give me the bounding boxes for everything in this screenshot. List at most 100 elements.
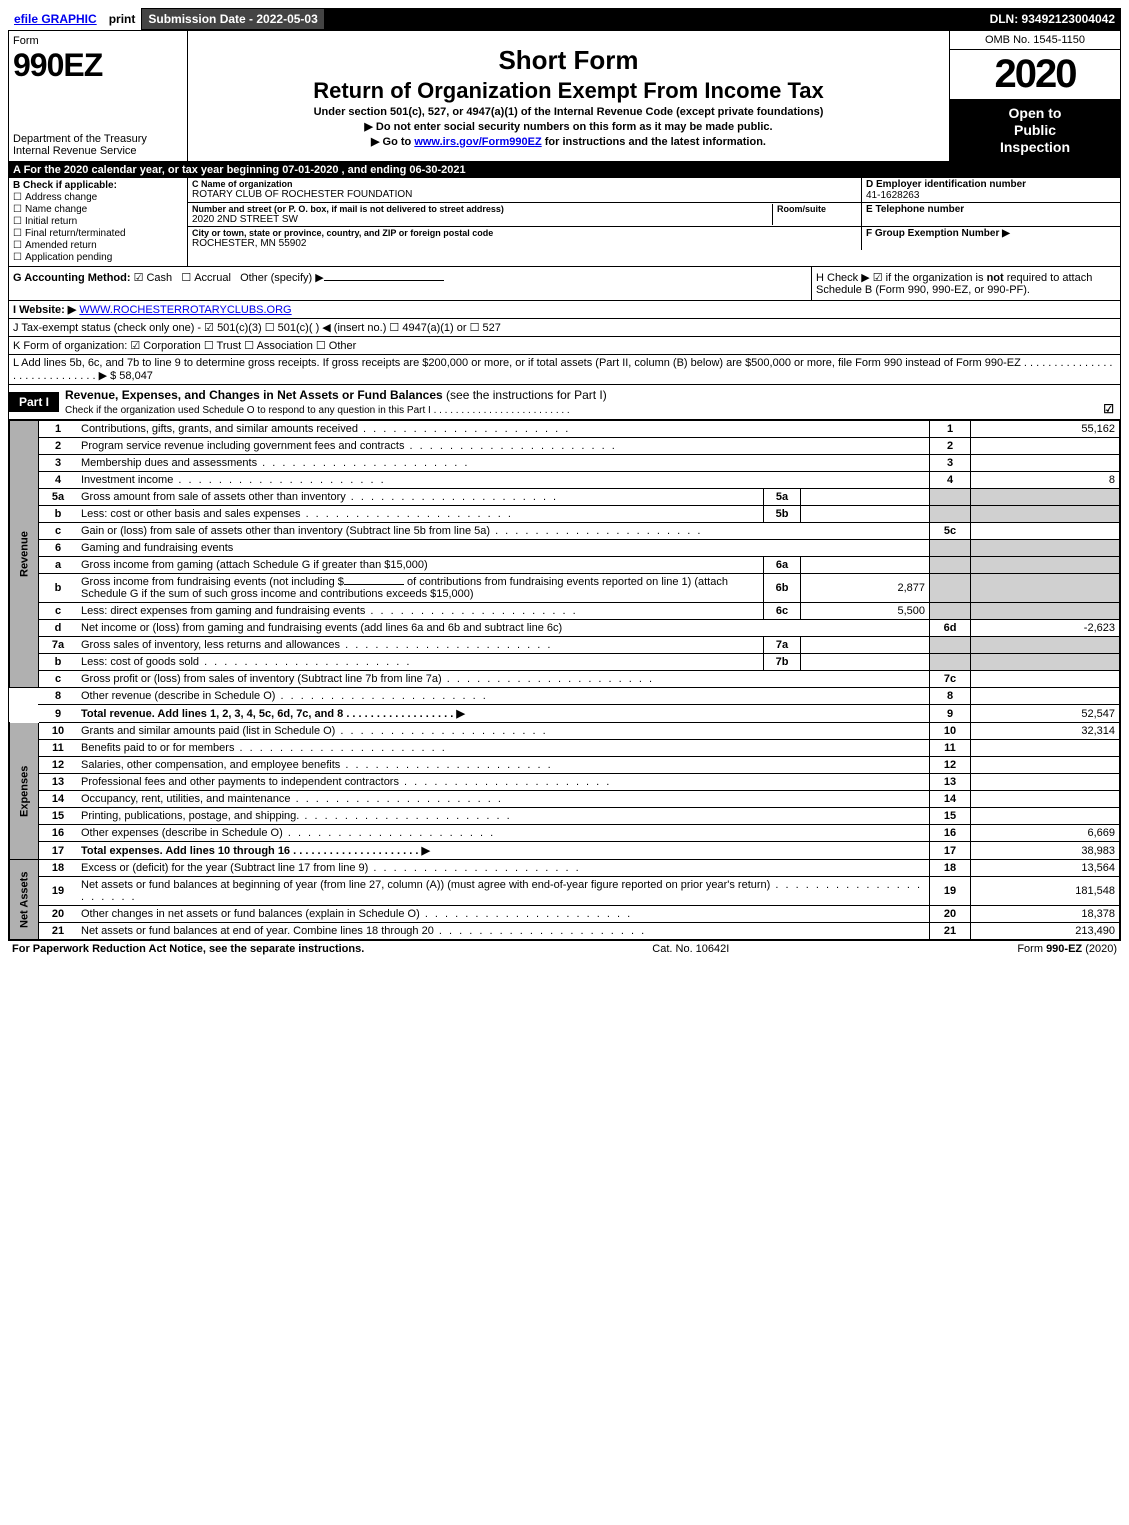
chk-accrual[interactable] — [181, 272, 194, 284]
line-20-desc: Other changes in net assets or fund bala… — [81, 908, 632, 920]
line-8-amt — [971, 688, 1120, 705]
box-c-name: C Name of organization ROTARY CLUB OF RO… — [188, 178, 861, 202]
row-a-tax-year: A For the 2020 calendar year, or tax yea… — [9, 162, 1120, 178]
part-1-check-icon: ☑ — [1103, 402, 1114, 416]
page-footer: For Paperwork Reduction Act Notice, see … — [8, 941, 1121, 957]
box-b: B Check if applicable: Address change Na… — [9, 178, 188, 266]
line-3-desc: Membership dues and assessments — [81, 457, 469, 469]
line-11-desc: Benefits paid to or for members — [81, 742, 447, 754]
form-container: Form 990EZ Department of the Treasury In… — [8, 30, 1121, 941]
room-suite-label: Room/suite — [777, 204, 857, 214]
line-6c-desc: Less: direct expenses from gaming and fu… — [81, 605, 578, 617]
line-1-desc: Contributions, gifts, grants, and simila… — [77, 421, 930, 438]
line-6d-desc: Net income or (loss) from gaming and fun… — [77, 620, 930, 637]
chk-final-return[interactable]: Final return/terminated — [13, 228, 183, 239]
row-l-text: L Add lines 5b, 6c, and 7b to line 9 to … — [13, 357, 1113, 382]
other-specify: Other (specify) ▶ — [240, 272, 324, 284]
box-e-label: E Telephone number — [866, 204, 1116, 215]
omb-number: OMB No. 1545-1150 — [950, 31, 1120, 50]
form-header: Form 990EZ Department of the Treasury In… — [9, 31, 1120, 162]
line-2-num: 2 — [930, 438, 971, 455]
line-18-desc: Excess or (deficit) for the year (Subtra… — [81, 862, 581, 874]
box-c-street-label: Number and street (or P. O. box, if mail… — [192, 204, 772, 214]
inspection-line-1: Open to — [956, 105, 1114, 122]
top-bar: efile GRAPHIC print Submission Date - 20… — [8, 8, 1121, 30]
line-9-num: 9 — [930, 705, 971, 723]
line-18-amt: 13,564 — [971, 860, 1120, 877]
row-i-label: I Website: ▶ — [13, 304, 76, 316]
line-10-desc: Grants and similar amounts paid (list in… — [81, 725, 548, 737]
goto-link[interactable]: www.irs.gov/Form990EZ — [414, 136, 541, 148]
line-6c-sub: 6c — [764, 603, 801, 620]
line-13-amt — [971, 774, 1120, 791]
line-3-amt — [971, 455, 1120, 472]
line-5c-amt — [971, 523, 1120, 540]
part-1-check-line: Check if the organization used Schedule … — [65, 405, 570, 416]
line-15-desc: Printing, publications, postage, and shi… — [81, 810, 512, 822]
line-7b-desc: Less: cost of goods sold — [81, 656, 411, 668]
line-6-desc: Gaming and fundraising events — [77, 540, 930, 557]
line-15-num: 15 — [930, 808, 971, 825]
footer-center: Cat. No. 10642I — [652, 943, 729, 955]
line-6a-subval — [801, 557, 930, 574]
line-5b-desc: Less: cost or other basis and sales expe… — [81, 508, 513, 520]
line-6b-sub: 6b — [764, 574, 801, 603]
row-h: H Check ▶ ☑ if the organization is not r… — [811, 267, 1120, 300]
box-e: E Telephone number — [861, 203, 1120, 226]
chk-address-change[interactable]: Address change — [13, 192, 183, 203]
chk-cash[interactable] — [134, 272, 147, 284]
line-17-num: 17 — [930, 842, 971, 860]
line-6b-subval: 2,877 — [801, 574, 930, 603]
ein-value: 41-1628263 — [866, 190, 1116, 201]
line-13-desc: Professional fees and other payments to … — [81, 776, 611, 788]
line-6c-subval: 5,500 — [801, 603, 930, 620]
chk-amended-return[interactable]: Amended return — [13, 240, 183, 251]
line-5a-desc: Gross amount from sale of assets other t… — [81, 491, 558, 503]
chk-name-change[interactable]: Name change — [13, 204, 183, 215]
other-specify-input[interactable] — [324, 280, 444, 281]
line-12-num: 12 — [930, 757, 971, 774]
line-19-amt: 181,548 — [971, 877, 1120, 906]
dln-number: DLN: 93492123004042 — [984, 8, 1121, 30]
line-20-num: 20 — [930, 906, 971, 923]
line-10-num: 10 — [930, 723, 971, 740]
line-9-amt: 52,547 — [971, 705, 1120, 723]
row-k: K Form of organization: ☑ Corporation ☐ … — [9, 337, 1120, 355]
website-link[interactable]: WWW.ROCHESTERROTARYCLUBS.ORG — [79, 304, 291, 316]
header-center: Short Form Return of Organization Exempt… — [188, 31, 949, 161]
line-7a-subval — [801, 637, 930, 654]
efile-link[interactable]: efile GRAPHIC — [8, 8, 103, 30]
form-word: Form — [13, 35, 183, 47]
line-6b-desc: Gross income from fundraising events (no… — [77, 574, 764, 603]
box-c-name-label: C Name of organization — [192, 179, 857, 189]
line-19-desc: Net assets or fund balances at beginning… — [81, 879, 922, 903]
box-f: F Group Exemption Number ▶ — [861, 227, 1120, 250]
row-j: J Tax-exempt status (check only one) - ☑… — [9, 319, 1120, 337]
line-18-num: 18 — [930, 860, 971, 877]
line-16-desc: Other expenses (describe in Schedule O) — [81, 827, 495, 839]
line-1-num: 1 — [930, 421, 971, 438]
form-number: 990EZ — [13, 47, 183, 84]
box-cdef: C Name of organization ROTARY CLUB OF RO… — [188, 178, 1120, 266]
box-d: D Employer identification number 41-1628… — [861, 178, 1120, 202]
line-5b-subval — [801, 506, 930, 523]
print-link[interactable]: print — [103, 8, 142, 30]
line-16-amt: 6,669 — [971, 825, 1120, 842]
line-7c-amt — [971, 671, 1120, 688]
revenue-side-label: Revenue — [10, 421, 39, 688]
part-1-header: Part I Revenue, Expenses, and Changes in… — [9, 385, 1120, 420]
line-14-amt — [971, 791, 1120, 808]
header-left: Form 990EZ Department of the Treasury In… — [9, 31, 188, 161]
line-12-amt — [971, 757, 1120, 774]
inspection-line-2: Public — [956, 122, 1114, 139]
line-21-desc: Net assets or fund balances at end of ye… — [81, 925, 646, 937]
tax-year: 2020 — [950, 50, 1120, 99]
chk-application-pending[interactable]: Application pending — [13, 252, 183, 263]
line-2-amt — [971, 438, 1120, 455]
chk-initial-return[interactable]: Initial return — [13, 216, 183, 227]
row-i: I Website: ▶ WWW.ROCHESTERROTARYCLUBS.OR… — [9, 301, 1120, 319]
line-8-num: 8 — [930, 688, 971, 705]
org-street: 2020 2ND STREET SW — [192, 214, 772, 225]
line-19-num: 19 — [930, 877, 971, 906]
line-7c-num: 7c — [930, 671, 971, 688]
